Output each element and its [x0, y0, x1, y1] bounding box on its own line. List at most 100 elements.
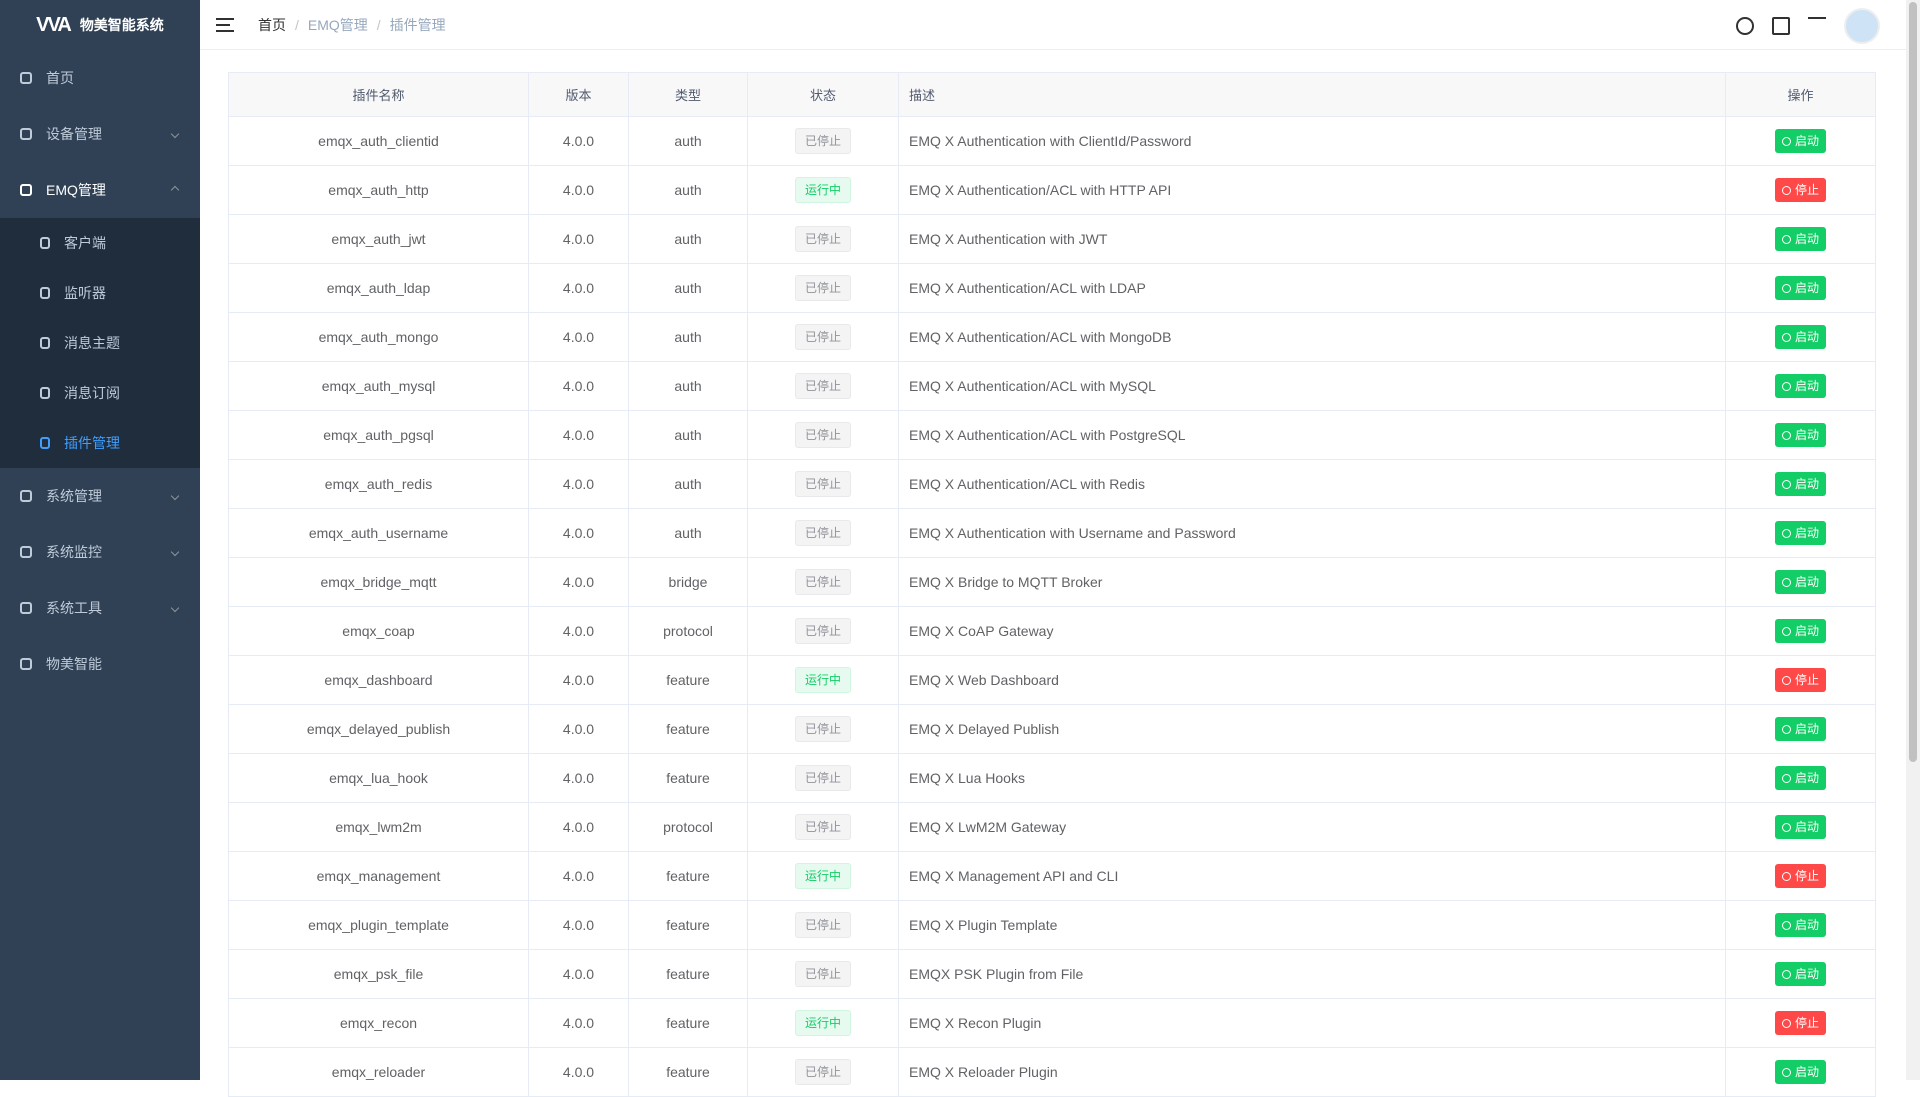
menu-arrow — [170, 491, 180, 501]
size-icon[interactable] — [1808, 17, 1826, 35]
cell-description: EMQ X CoAP Gateway — [898, 606, 1726, 656]
menu-item[interactable]: 设备管理 — [0, 106, 200, 162]
cell-action: 启动 — [1725, 606, 1876, 656]
fullscreen-icon[interactable] — [1772, 17, 1790, 35]
action-button[interactable]: 停止 — [1774, 668, 1826, 692]
table-row: emqx_lwm2m 4.0.0 protocol 已停止 EMQ X LwM2M Ga… — [228, 802, 1876, 852]
menu-label: 首页 — [46, 70, 74, 86]
table-row: emqx_auth_jwt 4.0.0 auth 已停止 EMQ X Authentic… — [228, 214, 1876, 264]
menu-toggle[interactable] — [216, 17, 234, 32]
menu-item[interactable]: 系统监控 — [0, 524, 200, 580]
action-button[interactable]: 启动 — [1774, 276, 1826, 300]
sidebar: VVA 物美智能系统 首页 设备管理 EMQ管理 客户端 监听器 消息主题 消息订阅 插件管理系… — [0, 0, 200, 1080]
action-button[interactable]: 启动 — [1774, 815, 1826, 839]
cell-status: 已停止 — [747, 949, 899, 999]
submenu-item[interactable]: 客户端 — [0, 218, 200, 268]
cell-version: 4.0.0 — [528, 508, 629, 558]
menu-icon — [40, 237, 50, 249]
cell-action: 启动 — [1725, 410, 1876, 460]
action-button[interactable]: 启动 — [1774, 521, 1826, 545]
action-button[interactable]: 启动 — [1774, 766, 1826, 790]
breadcrumb-item[interactable]: EMQ管理 — [307, 16, 368, 33]
cell-type: feature — [628, 998, 748, 1048]
menu-item[interactable]: 物美智能 — [0, 636, 200, 692]
breadcrumb-separator: / — [295, 16, 299, 33]
cell-status: 已停止 — [747, 900, 899, 950]
cell-name: emqx_lwm2m — [228, 802, 529, 852]
table-row: emqx_reloader 4.0.0 feature 已停止 EMQ X Reload… — [228, 1047, 1876, 1097]
action-button[interactable]: 启动 — [1774, 423, 1826, 447]
cell-status: 运行中 — [747, 165, 899, 215]
scroll-thumb[interactable] — [1909, 2, 1917, 762]
action-button[interactable]: 停止 — [1774, 864, 1826, 888]
action-button[interactable]: 启动 — [1774, 472, 1826, 496]
cell-type: protocol — [628, 802, 748, 852]
action-button[interactable]: 启动 — [1774, 1060, 1826, 1084]
submenu-item[interactable]: 消息主题 — [0, 318, 200, 368]
cell-status: 已停止 — [747, 263, 899, 313]
cell-action: 启动 — [1725, 704, 1876, 754]
status-tag: 已停止 — [794, 569, 851, 595]
submenu-item[interactable]: 监听器 — [0, 268, 200, 318]
table-row: emqx_bridge_mqtt 4.0.0 bridge 已停止 EMQ X Brid… — [228, 557, 1876, 607]
menu-item[interactable]: 首页 — [0, 50, 200, 106]
menu-icon — [40, 287, 50, 299]
cell-description: EMQ X Authentication/ACL with PostgreSQL — [898, 410, 1726, 460]
action-button[interactable]: 启动 — [1774, 913, 1826, 937]
action-button[interactable]: 启动 — [1774, 325, 1826, 349]
cell-status: 已停止 — [747, 116, 899, 166]
submenu-item[interactable]: 插件管理 — [0, 418, 200, 468]
breadcrumb-item[interactable]: 首页 — [258, 16, 286, 33]
menu-icon — [40, 387, 50, 399]
action-button[interactable]: 启动 — [1774, 129, 1826, 153]
menu-label: 系统工具 — [46, 600, 102, 616]
menu-icon — [40, 437, 50, 449]
app-title: 物美智能系统 — [79, 17, 164, 33]
cell-status: 已停止 — [747, 802, 899, 852]
status-tag: 已停止 — [794, 275, 851, 301]
column-header: 版本 — [528, 72, 629, 117]
action-button[interactable]: 启动 — [1774, 374, 1826, 398]
cell-version: 4.0.0 — [528, 655, 629, 705]
cell-description: EMQ X Authentication/ACL with MongoDB — [898, 312, 1726, 362]
action-button[interactable]: 启动 — [1774, 962, 1826, 986]
menu-icon — [20, 658, 32, 670]
scrollbar[interactable] — [1906, 0, 1920, 1080]
menu-item[interactable]: 系统管理 — [0, 468, 200, 524]
cell-action: 启动 — [1725, 557, 1876, 607]
action-button[interactable]: 停止 — [1774, 178, 1826, 202]
cell-action: 启动 — [1725, 508, 1876, 558]
menu-item[interactable]: EMQ管理 — [0, 162, 200, 218]
cell-version: 4.0.0 — [528, 557, 629, 607]
table-row: emqx_auth_redis 4.0.0 auth 已停止 EMQ X Authent… — [228, 459, 1876, 509]
menu-item[interactable]: 系统工具 — [0, 580, 200, 636]
action-button[interactable]: 停止 — [1774, 1011, 1826, 1035]
status-tag: 已停止 — [794, 422, 851, 448]
cell-name: emqx_delayed_publish — [228, 704, 529, 754]
cell-status: 已停止 — [747, 361, 899, 411]
action-button[interactable]: 启动 — [1774, 717, 1826, 741]
cell-action: 停止 — [1725, 998, 1876, 1048]
action-button[interactable]: 启动 — [1774, 619, 1826, 643]
status-tag: 已停止 — [794, 324, 851, 350]
cell-name: emqx_reloader — [228, 1047, 529, 1097]
search-icon[interactable] — [1736, 17, 1754, 35]
cell-version: 4.0.0 — [528, 312, 629, 362]
cell-description: EMQ X Authentication with Username and P… — [898, 508, 1726, 558]
avatar[interactable] — [1844, 8, 1880, 44]
cell-version: 4.0.0 — [528, 802, 629, 852]
status-tag: 已停止 — [794, 618, 851, 644]
cell-description: EMQ X Authentication with ClientId/Passw… — [898, 116, 1726, 166]
cell-name: emqx_coap — [228, 606, 529, 656]
cell-version: 4.0.0 — [528, 998, 629, 1048]
action-button[interactable]: 启动 — [1774, 570, 1826, 594]
table-row: emqx_coap 4.0.0 protocol 已停止 EMQ X CoAP Gate… — [228, 606, 1876, 656]
breadcrumb-item: 插件管理 — [389, 16, 446, 33]
table-row: emqx_auth_ldap 4.0.0 auth 已停止 EMQ X Authenti… — [228, 263, 1876, 313]
cell-type: auth — [628, 410, 748, 460]
submenu-item[interactable]: 消息订阅 — [0, 368, 200, 418]
cell-version: 4.0.0 — [528, 606, 629, 656]
cell-type: feature — [628, 949, 748, 999]
action-button[interactable]: 启动 — [1774, 227, 1826, 251]
cell-version: 4.0.0 — [528, 410, 629, 460]
